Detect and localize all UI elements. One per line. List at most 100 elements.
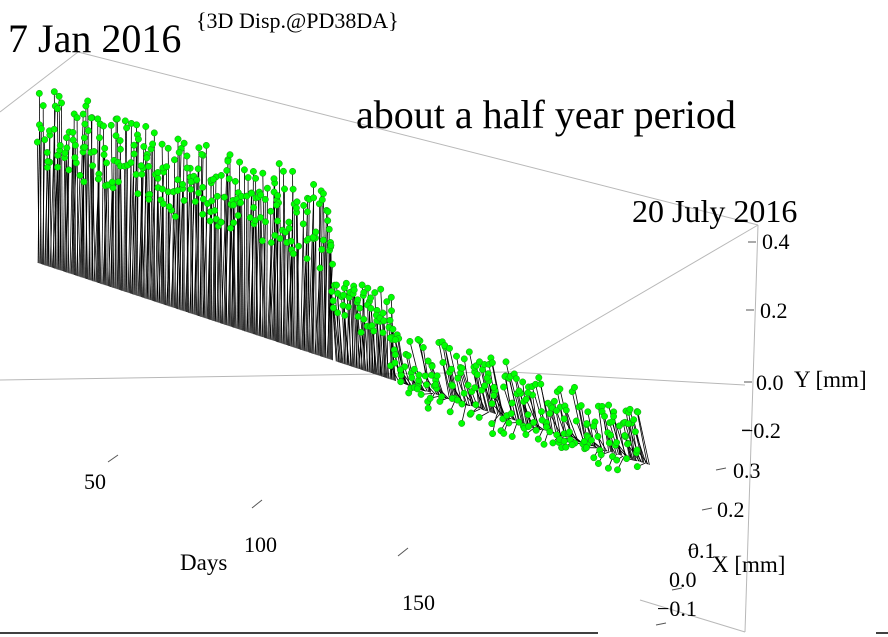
data-point [300,202,308,209]
data-point [568,441,576,449]
data-point [174,135,182,143]
data-point [535,374,543,382]
data-point [364,284,372,292]
data-stem [266,188,268,339]
data-point [217,171,225,179]
data-point [594,460,602,467]
x-tick-mark [701,507,713,511]
data-point [560,415,568,423]
x-tick-label: 0.0 [669,567,697,592]
data-stem [90,117,94,282]
data-point [108,178,116,186]
data-point [249,168,257,175]
data-stem [174,159,176,309]
data-point [250,204,258,211]
days-tick-mark [107,454,119,463]
data-stem [56,155,59,270]
data-point [101,144,109,152]
data-point [81,120,89,128]
data-stem [124,120,128,293]
data-point [524,411,532,419]
data-point [587,436,595,444]
data-stem [84,147,88,280]
box-edge [744,224,759,633]
data-stem [45,152,48,266]
data-point [50,88,58,96]
data-point [39,102,47,110]
data-point [572,417,580,425]
y-tick-label: 0.4 [762,229,790,254]
y-tick-label: 0.2 [760,298,788,323]
data-point [44,158,52,165]
data-point [522,395,530,403]
data-point [546,428,554,436]
data-point [310,181,318,188]
data-point [540,440,548,448]
data-point [549,439,557,447]
data-point [590,454,598,462]
data-point [270,175,278,183]
data-stem [334,285,341,363]
data-point [180,139,188,147]
data-point [377,285,385,293]
box-edge [77,51,759,226]
data-stem [124,127,127,292]
data-stem [202,187,206,319]
data-point [246,214,254,222]
data-point [413,385,421,393]
data-point [380,317,388,325]
data-point [379,329,387,337]
data-point [289,250,297,258]
data-point [303,208,311,216]
data-stem [165,166,167,306]
data-point [90,148,98,155]
data-point [490,383,498,391]
data-point [63,134,70,142]
data-point [565,428,573,436]
data-stem [484,385,496,415]
data-point [512,375,520,383]
data-point [193,176,201,184]
data-point [446,408,454,416]
data-stem [182,184,184,311]
data-stem [136,193,139,296]
data-point [54,105,61,113]
data-point [274,192,282,200]
data-point [274,217,282,225]
data-point [96,134,103,142]
data-point [236,158,244,166]
data-stem [268,191,275,340]
data-point [423,381,430,389]
data-point [417,390,425,398]
data-point [267,239,275,247]
data-point [79,110,87,118]
data-point [605,401,613,409]
data-point [121,117,129,125]
data-point [310,194,318,202]
x-tick-mark [687,547,699,551]
data-point [312,228,320,236]
data-point [626,405,634,413]
data-stem [82,147,85,279]
data-stem [106,162,108,286]
data-stem [352,293,356,368]
data-point [607,431,615,439]
data-point [234,212,242,219]
box-edge [509,224,759,371]
data-point [329,304,337,312]
data-stem [98,178,102,284]
data-stem [224,197,228,326]
data-point [292,204,300,212]
data-point [50,125,58,133]
data-point [341,311,349,319]
period-note: about a half year period [356,92,736,137]
data-point [571,383,578,391]
data-stem [357,316,363,371]
data-stem [460,372,470,406]
data-stem [302,223,306,352]
data-point [231,177,239,185]
data-point [174,187,182,194]
data-point [333,281,340,289]
data-stem [254,220,256,335]
box-edge [639,599,746,633]
